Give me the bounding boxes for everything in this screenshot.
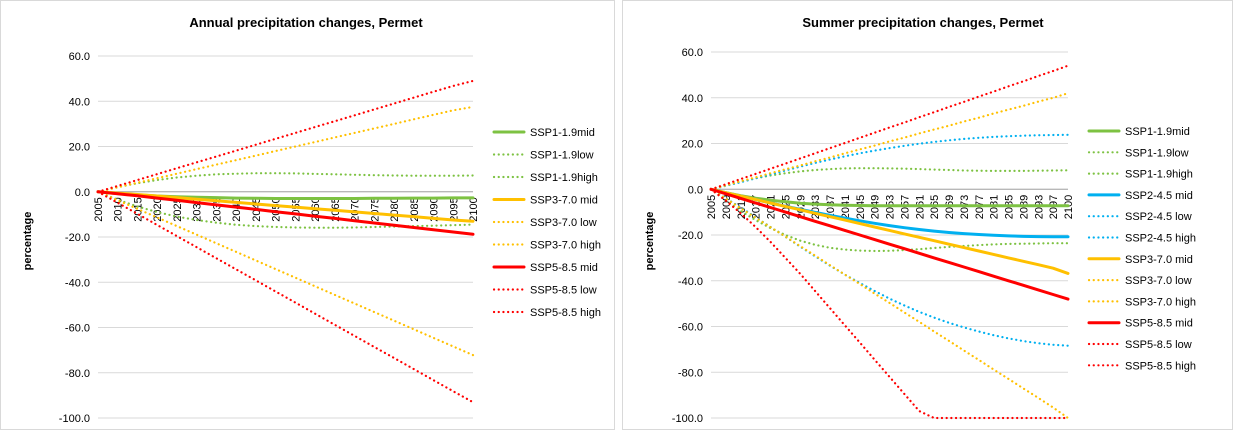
legend-label: SSP2-4.5 low bbox=[1125, 211, 1192, 223]
series-line bbox=[711, 93, 1068, 189]
x-tick-label: 2041 bbox=[840, 195, 852, 219]
x-tick-label: 2055 bbox=[290, 197, 302, 221]
y-tick-label: -100.0 bbox=[672, 413, 703, 425]
legend-label: SSP1-1.9high bbox=[1125, 169, 1193, 181]
summer-chart-svg: Summer precipitation changes, Permet per… bbox=[623, 1, 1233, 431]
legend-label: SSP5-8.5 high bbox=[530, 307, 601, 319]
y-tick-label: 20.0 bbox=[682, 139, 703, 151]
series-line bbox=[711, 135, 1068, 190]
x-tick-label: 2070 bbox=[350, 197, 362, 221]
legend-label: SSP3-7.0 mid bbox=[530, 195, 598, 207]
legend-label: SSP3-7.0 low bbox=[530, 217, 597, 229]
chart-panel-summer: Summer precipitation changes, Permet per… bbox=[622, 0, 1233, 430]
x-tick-label: 2005 bbox=[93, 197, 105, 221]
y-tick-label: 0.0 bbox=[75, 187, 90, 199]
chart-title: Annual precipitation changes, Permet bbox=[189, 15, 423, 30]
legend-label: SSP1-1.9high bbox=[530, 172, 598, 184]
legend-label: SSP2-4.5 mid bbox=[1125, 190, 1193, 202]
y-tick-label: -60.0 bbox=[65, 323, 90, 335]
legend-label: SSP1-1.9low bbox=[1125, 147, 1189, 159]
chart-panel-annual: Annual precipitation changes, Permet per… bbox=[0, 0, 615, 430]
legend-label: SSP5-8.5 high bbox=[1125, 360, 1196, 372]
legend-label: SSP5-8.5 mid bbox=[1125, 318, 1193, 330]
y-tick-label: 20.0 bbox=[69, 142, 90, 154]
annual-chart-svg: Annual precipitation changes, Permet per… bbox=[1, 1, 616, 431]
x-tick-label: 2080 bbox=[389, 197, 401, 221]
x-tick-label: 2050 bbox=[271, 197, 283, 221]
y-tick-label: 0.0 bbox=[688, 184, 703, 196]
y-tick-label: -20.0 bbox=[678, 230, 703, 242]
y-tick-label: 40.0 bbox=[682, 93, 703, 105]
y-tick-label: -100.0 bbox=[59, 413, 90, 425]
legend-label: SSP1-1.9low bbox=[530, 150, 594, 162]
y-tick-label: -40.0 bbox=[65, 277, 90, 289]
series-line bbox=[98, 192, 473, 402]
chart-title: Summer precipitation changes, Permet bbox=[802, 15, 1044, 30]
legend-label: SSP3-7.0 low bbox=[1125, 275, 1192, 287]
series-line bbox=[711, 189, 1068, 418]
legend-label: SSP2-4.5 high bbox=[1125, 233, 1196, 245]
y-tick-label: -60.0 bbox=[678, 322, 703, 334]
y-tick-label: 60.0 bbox=[682, 47, 703, 59]
legend-label: SSP5-8.5 mid bbox=[530, 262, 598, 274]
x-tick-label: 2095 bbox=[448, 197, 460, 221]
legend-label: SSP5-8.5 low bbox=[530, 285, 597, 297]
series-line bbox=[98, 173, 473, 192]
legend-label: SSP5-8.5 low bbox=[1125, 339, 1192, 351]
legend-label: SSP3-7.0 high bbox=[530, 240, 601, 252]
x-tick-label: 2075 bbox=[369, 197, 381, 221]
y-tick-label: 60.0 bbox=[69, 51, 90, 63]
x-tick-label: 2100 bbox=[468, 197, 480, 221]
legend-label: SSP3-7.0 mid bbox=[1125, 254, 1193, 266]
y-axis-label: percentage bbox=[22, 212, 34, 271]
legend-label: SSP1-1.9mid bbox=[1125, 126, 1190, 138]
y-axis-label: percentage bbox=[644, 212, 656, 271]
legend-label: SSP1-1.9mid bbox=[530, 127, 595, 139]
y-tick-label: -80.0 bbox=[678, 367, 703, 379]
legend-label: SSP3-7.0 high bbox=[1125, 296, 1196, 308]
x-tick-label: 2005 bbox=[706, 195, 718, 219]
y-tick-label: -80.0 bbox=[65, 368, 90, 380]
y-tick-label: -20.0 bbox=[65, 232, 90, 244]
series-line bbox=[98, 107, 473, 192]
y-tick-label: -40.0 bbox=[678, 276, 703, 288]
y-tick-label: 40.0 bbox=[69, 96, 90, 108]
